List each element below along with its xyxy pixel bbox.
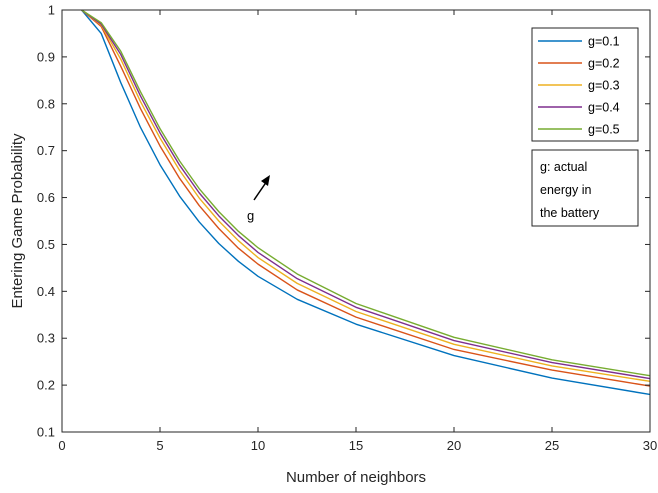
y-tick-label: 0.6: [37, 190, 55, 205]
legend-label-5: g=0.5: [588, 123, 620, 137]
arrow-label: g: [247, 208, 254, 223]
x-tick-label: 25: [545, 438, 559, 453]
arrow-shaft: [253, 180, 268, 201]
x-tick-label: 15: [349, 438, 363, 453]
y-axis-label: Entering Game Probability: [9, 133, 26, 309]
legend-label-2: g=0.2: [588, 57, 620, 71]
x-axis-label: Number of neighbors: [286, 469, 426, 486]
x-tick-label: 20: [447, 438, 461, 453]
x-tick-label: 0: [58, 438, 65, 453]
series-line-3: [81, 9, 651, 383]
y-tick-label: 0.8: [37, 96, 55, 111]
note-box-frame: [531, 149, 639, 227]
y-tick-label: 0.7: [37, 143, 55, 158]
series-line-1: [81, 9, 651, 396]
y-tick-label: 1: [48, 3, 55, 18]
g-annotation: g: [247, 175, 270, 223]
y-tick-label: 0.2: [37, 378, 55, 393]
legend-label-4: g=0.4: [588, 101, 620, 115]
x-tick-label: 10: [251, 438, 265, 453]
arrow-head-icon: [261, 175, 270, 186]
note-line-1: g: actual: [540, 160, 587, 174]
y-tick-label: 0.9: [37, 49, 55, 64]
x-tick-label: 5: [156, 438, 163, 453]
axes-layer: 0 5 10 15 20 25 30 0.1 0.2 0.3 0.4 0.5 0.6 0.7 0.8 0.9 1: [37, 3, 657, 454]
note-line-3: the battery: [540, 206, 600, 220]
note-line-2: energy in: [540, 183, 591, 197]
series-line-5: [81, 9, 651, 377]
legend-label-3: g=0.3: [588, 79, 620, 93]
legend: g=0.1 g=0.2 g=0.3 g=0.4 g=0.5: [531, 27, 639, 142]
y-tick-label: 0.4: [37, 284, 55, 299]
y-tick-label: 0.1: [37, 425, 55, 440]
note-box: g: actual energy in the battery: [531, 149, 639, 227]
legend-label-1: g=0.1: [588, 35, 620, 49]
series-line-2: [81, 9, 651, 387]
series-line-4: [81, 9, 651, 380]
series-layer: [81, 9, 651, 396]
y-tick-label: 0.3: [37, 331, 55, 346]
y-tick-label: 0.5: [37, 237, 55, 252]
x-tick-label: 30: [643, 438, 657, 453]
